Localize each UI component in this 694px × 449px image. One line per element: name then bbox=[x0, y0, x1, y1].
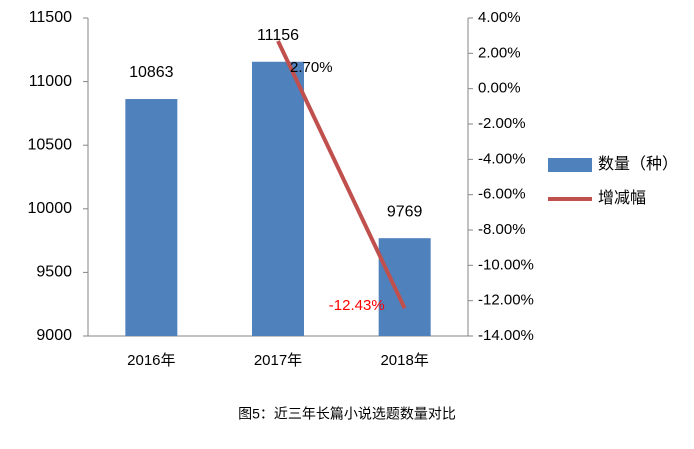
y2-tick-label: 2.00% bbox=[478, 44, 521, 61]
y2-tick-label: -8.00% bbox=[478, 221, 526, 238]
y2-tick-label: -10.00% bbox=[478, 256, 534, 273]
legend-label: 数量（种） bbox=[598, 155, 678, 173]
y-tick-label: 11500 bbox=[29, 9, 72, 26]
y2-tick-label: -4.00% bbox=[478, 150, 526, 167]
y-tick-label: 9000 bbox=[36, 327, 72, 344]
legend-swatch bbox=[548, 158, 592, 172]
y-tick-label: 10500 bbox=[28, 136, 73, 153]
bar bbox=[125, 99, 178, 336]
x-tick-label: 2018年 bbox=[380, 352, 428, 369]
bar bbox=[252, 61, 304, 336]
x-tick-label: 2016年 bbox=[127, 352, 175, 369]
bar-value-label: 10863 bbox=[129, 64, 174, 81]
caption: 图5：近三年长篇小说选题数量对比 bbox=[238, 406, 456, 422]
bar-value-label: 11156 bbox=[257, 27, 299, 44]
y2-tick-label: -12.00% bbox=[478, 292, 534, 309]
bar bbox=[378, 238, 431, 336]
y-tick-label: 11000 bbox=[29, 73, 72, 90]
y-tick-label: 10000 bbox=[28, 200, 73, 217]
legend-label: 增减幅 bbox=[598, 189, 646, 207]
x-tick-label: 2017年 bbox=[254, 352, 302, 369]
y2-tick-label: -2.00% bbox=[478, 115, 526, 132]
y-tick-label: 9500 bbox=[36, 264, 72, 281]
bar-value-label: 9769 bbox=[387, 203, 423, 220]
line-value-label: -12.43% bbox=[329, 297, 385, 314]
y2-tick-label: -6.00% bbox=[478, 186, 526, 203]
y2-tick-label: -14.00% bbox=[478, 327, 534, 344]
line bbox=[276, 40, 407, 310]
line-value-label: 2.70% bbox=[290, 59, 333, 76]
y2-tick-label: 4.00% bbox=[478, 9, 521, 26]
y2-tick-label: 0.00% bbox=[478, 80, 521, 97]
